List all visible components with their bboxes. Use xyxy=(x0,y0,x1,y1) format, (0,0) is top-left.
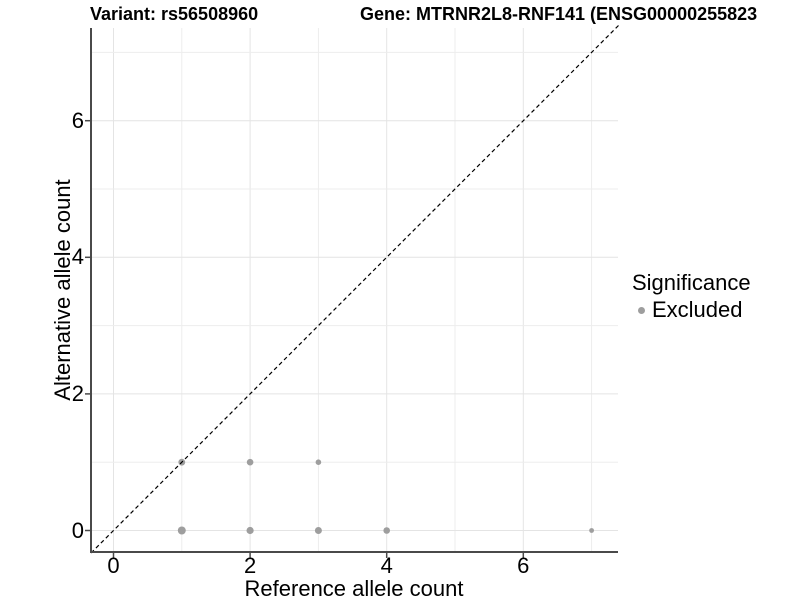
identity-line xyxy=(90,24,620,554)
data-point xyxy=(383,527,391,534)
x-axis-title: Reference allele count xyxy=(244,576,464,601)
data-point xyxy=(589,528,594,533)
x-tick-label: 4 xyxy=(380,553,393,578)
legend-item-label: Excluded xyxy=(652,297,743,322)
legend-point-icon xyxy=(633,302,649,318)
data-point xyxy=(315,459,322,466)
legend: Significance Excluded xyxy=(632,270,751,323)
x-tick-label: 0 xyxy=(107,553,120,578)
data-point xyxy=(246,526,254,535)
y-axis-title: Alternative allele count xyxy=(50,179,75,401)
legend-title: Significance xyxy=(632,270,751,295)
data-point xyxy=(177,526,186,535)
data-point xyxy=(246,458,254,466)
y-tick-label: 6 xyxy=(71,107,84,133)
gene-title: Gene: MTRNR2L8-RNF141 (ENSG00000255823 xyxy=(360,4,758,24)
variant-title: Variant: rs56508960 xyxy=(90,4,259,24)
data-point xyxy=(314,527,322,534)
excluded-dot-icon xyxy=(637,306,645,314)
y-tick-label: 2 xyxy=(71,380,84,406)
y-tick-label: 0 xyxy=(71,517,84,543)
x-tick-label: 2 xyxy=(243,553,257,578)
x-tick-label: 6 xyxy=(517,553,530,578)
legend-item-excluded: Excluded xyxy=(632,297,751,323)
y-tick-label: 4 xyxy=(71,244,84,270)
